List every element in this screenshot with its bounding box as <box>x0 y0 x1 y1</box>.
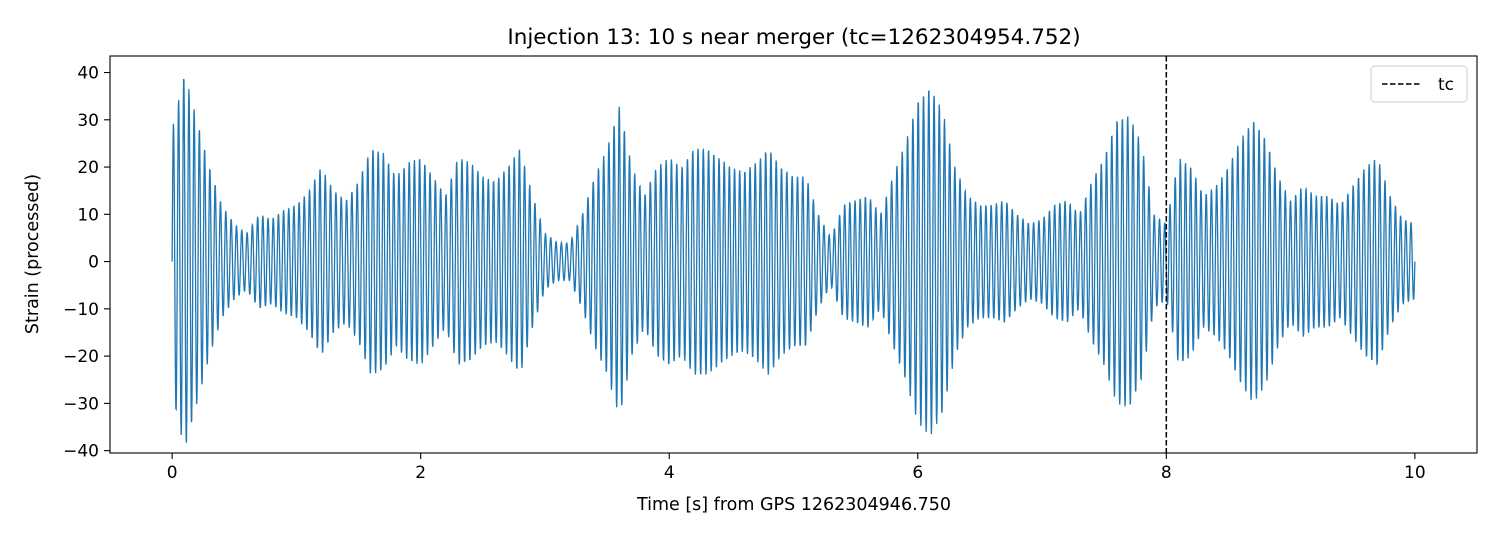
plot-area: 0 2 4 6 8 10 −40 −30 −20 −10 0 10 20 30 40 <box>63 55 1478 483</box>
y-tick-label: −30 <box>63 394 99 414</box>
x-axis-label: Time [s] from GPS 1262304946.750 <box>636 495 951 515</box>
x-tick-label: 8 <box>1161 463 1172 483</box>
legend: tc <box>1370 65 1468 103</box>
series-line-0 <box>171 78 1416 443</box>
y-tick-label: −20 <box>63 347 99 367</box>
x-tick-label: 10 <box>1404 463 1426 483</box>
chart-title: Injection 13: 10 s near merger (tc=12623… <box>507 25 1080 50</box>
y-tick-label: 40 <box>77 64 99 84</box>
x-tick-label: 4 <box>664 463 675 483</box>
axes-frame <box>109 55 1478 454</box>
y-tick-label: −40 <box>63 442 99 462</box>
x-tick-label: 0 <box>167 463 178 483</box>
x-tick-label: 2 <box>415 463 426 483</box>
y-tick-label: −10 <box>63 300 99 320</box>
y-tick-label: 30 <box>77 111 99 131</box>
x-tick-label: 6 <box>912 463 923 483</box>
y-axis-label: Strain (processed) <box>23 174 43 334</box>
y-tick-label: 20 <box>77 158 99 178</box>
y-tick-label: 0 <box>88 253 99 273</box>
y-tick-label: 10 <box>77 205 99 225</box>
legend-tc-label: tc <box>1438 75 1454 95</box>
